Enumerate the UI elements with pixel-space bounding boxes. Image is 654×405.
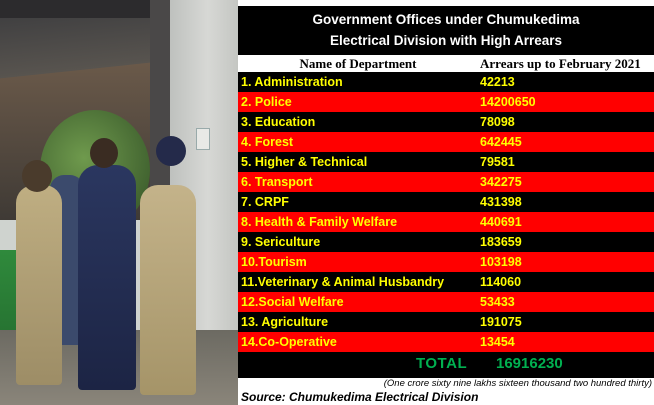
arrears-value: 183659 — [480, 235, 522, 249]
source-caption: Source: Chumukedima Electrical Division — [241, 390, 479, 404]
table-body: 1. Administration 42213 2. Police 14200650 3… — [238, 72, 654, 352]
arrears-value: 440691 — [480, 215, 522, 229]
table-row: 9. Sericulture 183659 — [238, 232, 654, 252]
table-row: 5. Higher & Technical 79581 — [238, 152, 654, 172]
department-name: 4. Forest — [241, 135, 294, 149]
arrears-value: 14200650 — [480, 95, 536, 109]
department-name: 9. Sericulture — [241, 235, 321, 249]
table-row: 12.Social Welfare 53433 — [238, 292, 654, 312]
photo-person — [16, 185, 62, 385]
table-row: 4. Forest 642445 — [238, 132, 654, 152]
table-row: 11.Veterinary & Animal Husbandry 114060 — [238, 272, 654, 292]
table-title-line2: Electrical Division with High Arrears — [329, 33, 563, 48]
table-row: 10.Tourism 103198 — [238, 252, 654, 272]
table-row: 13. Agriculture 191075 — [238, 312, 654, 332]
department-name: 5. Higher & Technical — [241, 155, 368, 169]
department-name: 3. Education — [241, 115, 316, 129]
arrears-value: 53433 — [480, 295, 515, 309]
table-row: 2. Police 14200650 — [238, 92, 654, 112]
arrears-value: 191075 — [480, 315, 522, 329]
arrears-value: 342275 — [480, 175, 522, 189]
arrears-value: 13454 — [480, 335, 515, 349]
arrears-value: 642445 — [480, 135, 522, 149]
department-name: 6. Transport — [241, 175, 313, 189]
photo-person-head — [156, 136, 186, 166]
total-row: TOTAL 16916230 — [238, 352, 654, 376]
department-name: 2. Police — [241, 95, 292, 109]
department-name: 10.Tourism — [241, 255, 307, 269]
table-header-row: Name of Department Arrears up to Februar… — [238, 55, 654, 72]
total-label: TOTAL — [416, 355, 468, 372]
photo-person — [140, 185, 196, 395]
photo-roof-edge — [0, 0, 170, 18]
department-name: 12.Social Welfare — [241, 295, 344, 309]
department-name: 11.Veterinary & Animal Husbandry — [241, 275, 445, 289]
photo-person-head — [90, 138, 118, 168]
table-row: 8. Health & Family Welfare 440691 — [238, 212, 654, 232]
header-department: Name of Department — [299, 56, 417, 71]
photo-meter-box — [196, 128, 210, 150]
arrears-value: 431398 — [480, 195, 522, 209]
department-name: 1. Administration — [241, 75, 343, 89]
table-row: 1. Administration 42213 — [238, 72, 654, 92]
photo-person — [78, 165, 136, 390]
table-row: 3. Education 78098 — [238, 112, 654, 132]
total-value: 16916230 — [496, 355, 563, 372]
arrears-value: 79581 — [480, 155, 515, 169]
arrears-value: 42213 — [480, 75, 515, 89]
arrears-value: 78098 — [480, 115, 515, 129]
arrears-table-panel: Government Offices under Chumukedima Ele… — [238, 6, 654, 378]
department-name: 14.Co-Operative — [241, 335, 337, 349]
arrears-value: 114060 — [480, 275, 522, 289]
table-title: Government Offices under Chumukedima Ele… — [238, 6, 654, 51]
department-name: 13. Agriculture — [241, 315, 329, 329]
department-name: 7. CRPF — [241, 195, 289, 209]
department-name: 8. Health & Family Welfare — [241, 215, 398, 229]
total-in-words: (One crore sixty nine lakhs sixteen thou… — [383, 378, 652, 389]
header-arrears: Arrears up to February 2021 — [480, 56, 641, 71]
table-row: 6. Transport 342275 — [238, 172, 654, 192]
photo-person-head — [22, 160, 52, 192]
arrears-value: 103198 — [480, 255, 522, 269]
table-title-line1: Government Offices under Chumukedima — [312, 12, 580, 27]
table-row: 14.Co-Operative 13454 — [238, 332, 654, 352]
table-row: 7. CRPF 431398 — [238, 192, 654, 212]
news-photo — [0, 0, 238, 405]
